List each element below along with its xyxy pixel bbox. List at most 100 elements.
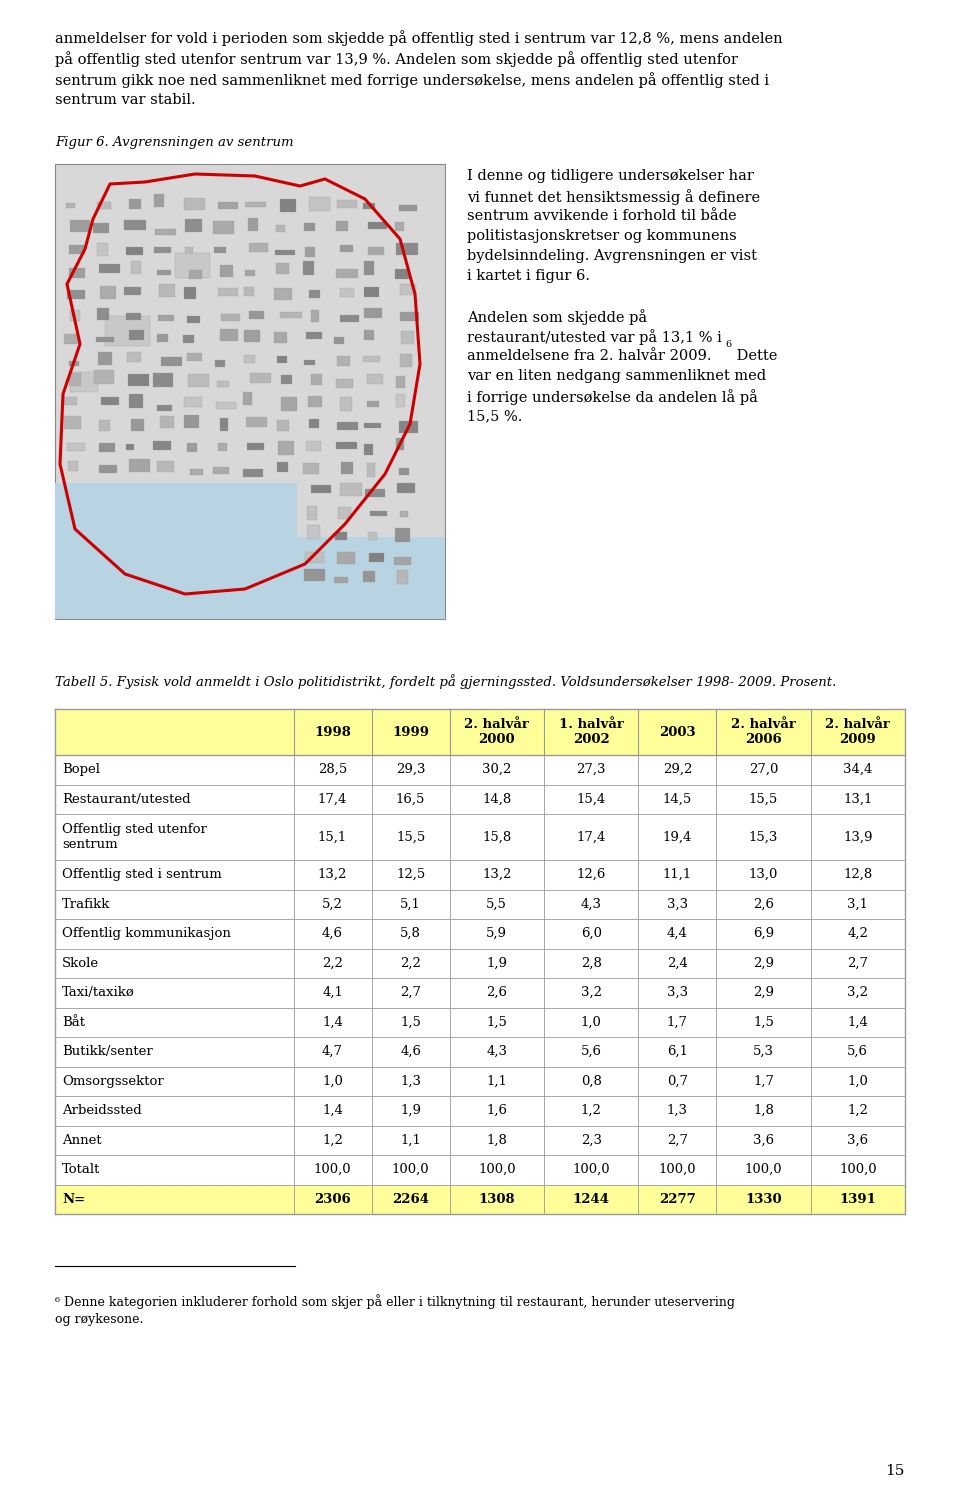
Bar (364, 262, 374, 274)
Bar (396, 438, 404, 450)
Bar (364, 423, 381, 428)
Bar (218, 202, 238, 209)
Text: 5,3: 5,3 (753, 1045, 774, 1059)
Bar (186, 354, 202, 361)
Bar (67, 443, 84, 450)
Bar (398, 205, 417, 211)
Text: 15,5 %.: 15,5 %. (467, 410, 522, 423)
Bar (55, 482, 297, 619)
Bar (275, 250, 295, 255)
Text: 15,8: 15,8 (482, 830, 512, 843)
Bar (397, 569, 408, 584)
Text: 34,4: 34,4 (843, 764, 873, 776)
Text: 1,2: 1,2 (323, 1134, 343, 1146)
Bar (55, 815, 905, 860)
Bar (304, 360, 315, 366)
Bar (187, 316, 200, 322)
Text: 3,3: 3,3 (667, 898, 688, 911)
Bar (363, 357, 380, 363)
Text: 1,3: 1,3 (400, 1075, 421, 1087)
Bar (185, 220, 203, 232)
Text: 1998: 1998 (314, 726, 351, 738)
Bar (127, 352, 141, 363)
Text: 14,8: 14,8 (482, 792, 512, 806)
Text: Offentlig sted utenfor
sentrum: Offentlig sted utenfor sentrum (62, 822, 206, 851)
Bar (369, 223, 387, 229)
Text: 15,4: 15,4 (577, 792, 606, 806)
Bar (55, 755, 905, 785)
Text: Restaurant/utested: Restaurant/utested (62, 792, 191, 806)
Bar (340, 315, 359, 322)
Text: 1,5: 1,5 (400, 1015, 421, 1029)
Bar (105, 316, 150, 346)
Text: 6,0: 6,0 (581, 928, 602, 940)
Bar (243, 468, 263, 477)
Text: 29,2: 29,2 (662, 764, 692, 776)
Text: 2. halvår
2000: 2. halvår 2000 (465, 718, 529, 747)
Bar (213, 221, 233, 233)
Text: 2,6: 2,6 (753, 898, 774, 911)
Bar (280, 375, 292, 384)
Text: 100,0: 100,0 (572, 1163, 610, 1176)
Bar (65, 203, 75, 208)
Text: 17,4: 17,4 (318, 792, 348, 806)
Bar (190, 470, 204, 474)
Bar (308, 396, 323, 407)
Text: 5,1: 5,1 (400, 898, 421, 911)
Bar (337, 200, 356, 208)
Bar (156, 405, 172, 411)
Bar (98, 244, 108, 256)
Text: I denne og tidligere undersøkelser har: I denne og tidligere undersøkelser har (467, 169, 754, 184)
Bar (244, 330, 260, 342)
Text: på offentlig sted utenfor sentrum var 13,9 %. Andelen som skjedde på offentlig s: på offentlig sted utenfor sentrum var 13… (55, 51, 738, 66)
Text: 5,9: 5,9 (487, 928, 507, 940)
Bar (64, 416, 81, 429)
Bar (129, 330, 144, 340)
Bar (400, 285, 416, 295)
Bar (335, 533, 348, 541)
Text: 19,4: 19,4 (662, 830, 692, 843)
Text: 2306: 2306 (314, 1193, 351, 1206)
Text: Trafikk: Trafikk (62, 898, 110, 911)
Bar (160, 357, 181, 366)
Bar (276, 226, 285, 232)
Text: 4,6: 4,6 (400, 1045, 421, 1059)
Bar (396, 244, 418, 255)
Bar (157, 270, 171, 276)
Bar (363, 571, 375, 581)
Bar (99, 265, 120, 274)
Bar (160, 416, 175, 428)
Text: 1330: 1330 (745, 1193, 781, 1206)
Text: 13,0: 13,0 (749, 869, 779, 881)
Text: 1,6: 1,6 (487, 1104, 507, 1117)
Bar (303, 223, 315, 232)
Bar (334, 337, 345, 343)
Bar (364, 288, 379, 298)
Bar (400, 354, 412, 366)
Bar (306, 331, 323, 339)
Bar (184, 398, 203, 407)
Bar (398, 422, 419, 432)
Bar (64, 334, 78, 343)
Text: Figur 6. Avgrensningen av sentrum: Figur 6. Avgrensningen av sentrum (55, 136, 294, 149)
Text: 1. halvår
2002: 1. halvår 2002 (559, 718, 624, 747)
Text: 1,4: 1,4 (323, 1015, 343, 1029)
Text: 28,5: 28,5 (318, 764, 348, 776)
Bar (341, 483, 362, 497)
Text: 2,9: 2,9 (753, 956, 774, 970)
Bar (68, 373, 81, 386)
Text: 16,5: 16,5 (396, 792, 425, 806)
Text: Arbeidssted: Arbeidssted (62, 1104, 142, 1117)
Text: 12,6: 12,6 (576, 869, 606, 881)
Text: 15,1: 15,1 (318, 830, 348, 843)
Text: sentrum avvikende i forhold til både: sentrum avvikende i forhold til både (467, 209, 736, 223)
Bar (400, 512, 408, 518)
Bar (98, 307, 109, 319)
Bar (130, 459, 150, 473)
Bar (340, 245, 353, 252)
Text: 4,3: 4,3 (487, 1045, 507, 1059)
Bar (98, 351, 112, 364)
Bar (124, 220, 146, 230)
Bar (366, 489, 385, 497)
Bar (154, 194, 163, 208)
